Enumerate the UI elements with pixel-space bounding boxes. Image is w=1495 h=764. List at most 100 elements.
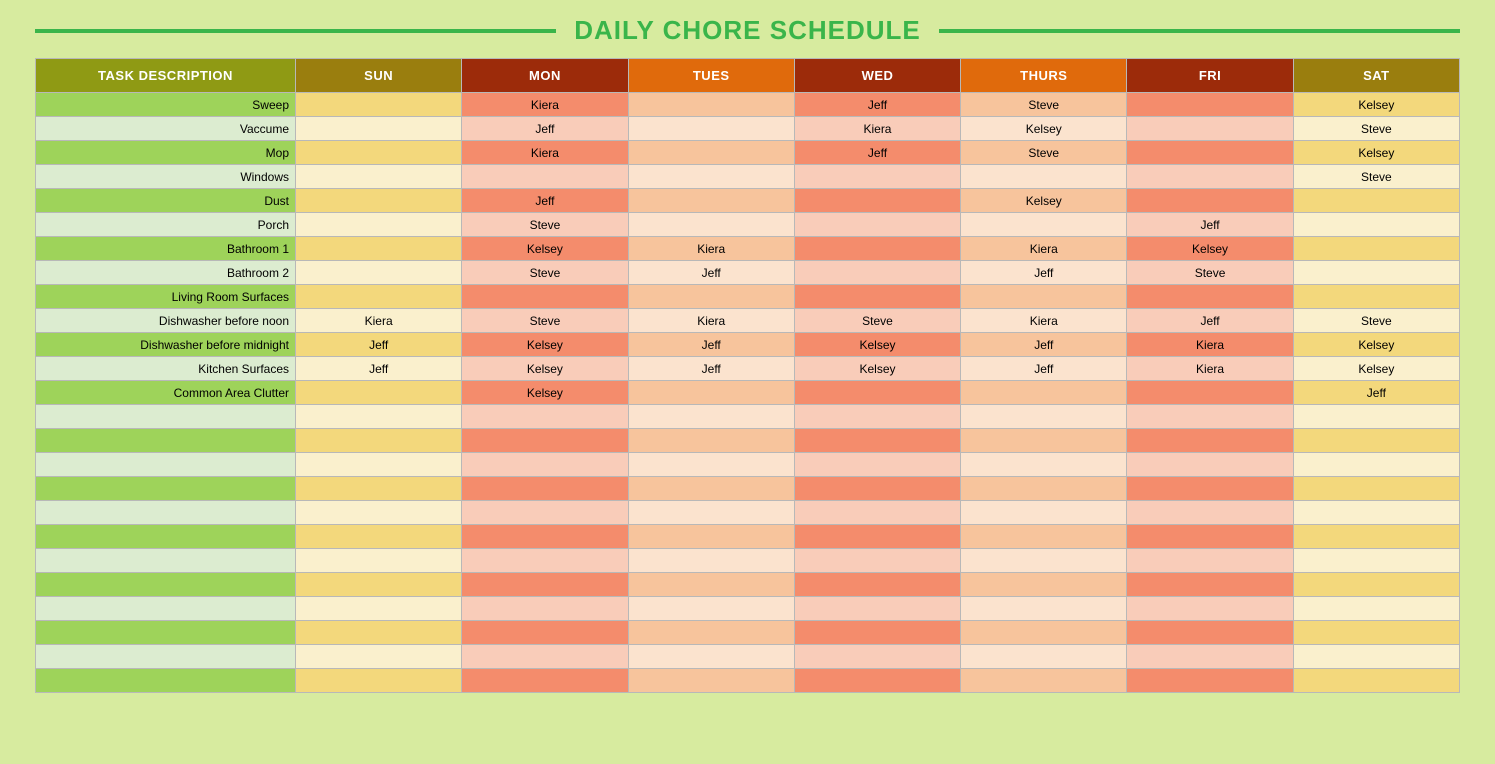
- title-rule-left: [35, 29, 556, 33]
- table-body: SweepKieraJeffSteveKelseyVaccumeJeffKier…: [36, 93, 1460, 693]
- cell-tues: [628, 573, 794, 597]
- cell-wed: [794, 477, 960, 501]
- cell-thurs: [961, 477, 1127, 501]
- cell-wed: [794, 165, 960, 189]
- cell-thurs: Kiera: [961, 309, 1127, 333]
- cell-sun: [296, 477, 462, 501]
- cell-sat: [1293, 261, 1459, 285]
- cell-thurs: Kelsey: [961, 189, 1127, 213]
- cell-sun: [296, 621, 462, 645]
- cell-fri: Kelsey: [1127, 237, 1293, 261]
- cell-tues: [628, 189, 794, 213]
- cell-wed: [794, 645, 960, 669]
- cell-wed: [794, 549, 960, 573]
- cell-tues: [628, 117, 794, 141]
- table-row: [36, 405, 1460, 429]
- cell-mon: [462, 597, 628, 621]
- table-row: Common Area ClutterKelseyJeff: [36, 381, 1460, 405]
- cell-thurs: Kelsey: [961, 117, 1127, 141]
- cell-mon: Kiera: [462, 93, 628, 117]
- cell-fri: [1127, 285, 1293, 309]
- col-header-wed: WED: [794, 59, 960, 93]
- table-row: WindowsSteve: [36, 165, 1460, 189]
- cell-fri: [1127, 381, 1293, 405]
- cell-fri: [1127, 477, 1293, 501]
- cell-wed: [794, 261, 960, 285]
- cell-task: [36, 525, 296, 549]
- cell-mon: [462, 165, 628, 189]
- cell-tues: Kiera: [628, 237, 794, 261]
- cell-sat: Steve: [1293, 309, 1459, 333]
- cell-tues: [628, 381, 794, 405]
- cell-task: Bathroom 1: [36, 237, 296, 261]
- cell-thurs: [961, 501, 1127, 525]
- table-row: [36, 621, 1460, 645]
- cell-thurs: [961, 573, 1127, 597]
- cell-sun: [296, 213, 462, 237]
- table-row: Dishwasher before midnightJeffKelseyJeff…: [36, 333, 1460, 357]
- title-bar: DAILY CHORE SCHEDULE: [35, 15, 1460, 46]
- cell-mon: [462, 501, 628, 525]
- table-row: Bathroom 1KelseyKieraKieraKelsey: [36, 237, 1460, 261]
- cell-fri: [1127, 117, 1293, 141]
- table-row: [36, 453, 1460, 477]
- cell-sat: [1293, 237, 1459, 261]
- cell-tues: [628, 141, 794, 165]
- cell-sat: [1293, 621, 1459, 645]
- cell-fri: [1127, 549, 1293, 573]
- cell-tues: [628, 669, 794, 693]
- cell-fri: [1127, 669, 1293, 693]
- cell-tues: [628, 429, 794, 453]
- cell-sun: Kiera: [296, 309, 462, 333]
- cell-task: [36, 429, 296, 453]
- cell-fri: [1127, 429, 1293, 453]
- cell-wed: [794, 213, 960, 237]
- cell-tues: Jeff: [628, 261, 794, 285]
- cell-sat: [1293, 669, 1459, 693]
- cell-thurs: [961, 453, 1127, 477]
- cell-fri: [1127, 525, 1293, 549]
- cell-task: [36, 501, 296, 525]
- cell-tues: Jeff: [628, 357, 794, 381]
- table-row: Bathroom 2SteveJeffJeffSteve: [36, 261, 1460, 285]
- table-row: [36, 477, 1460, 501]
- cell-fri: [1127, 501, 1293, 525]
- cell-sat: Kelsey: [1293, 141, 1459, 165]
- cell-task: Dishwasher before noon: [36, 309, 296, 333]
- cell-mon: [462, 525, 628, 549]
- cell-sun: [296, 669, 462, 693]
- cell-sat: Kelsey: [1293, 333, 1459, 357]
- cell-sat: [1293, 477, 1459, 501]
- cell-wed: [794, 597, 960, 621]
- cell-thurs: Steve: [961, 93, 1127, 117]
- cell-wed: [794, 405, 960, 429]
- cell-task: Dust: [36, 189, 296, 213]
- cell-mon: Kelsey: [462, 237, 628, 261]
- cell-tues: [628, 501, 794, 525]
- cell-fri: [1127, 597, 1293, 621]
- cell-thurs: [961, 621, 1127, 645]
- cell-sat: [1293, 285, 1459, 309]
- cell-fri: [1127, 573, 1293, 597]
- cell-sun: [296, 405, 462, 429]
- cell-sun: [296, 525, 462, 549]
- cell-thurs: Kiera: [961, 237, 1127, 261]
- cell-fri: Jeff: [1127, 309, 1293, 333]
- cell-sun: Jeff: [296, 357, 462, 381]
- page-title: DAILY CHORE SCHEDULE: [574, 15, 921, 46]
- cell-sat: [1293, 597, 1459, 621]
- cell-task: [36, 573, 296, 597]
- col-header-mon: MON: [462, 59, 628, 93]
- cell-task: [36, 645, 296, 669]
- cell-sun: [296, 141, 462, 165]
- cell-task: [36, 621, 296, 645]
- cell-task: [36, 453, 296, 477]
- cell-mon: Kelsey: [462, 357, 628, 381]
- col-header-sun: SUN: [296, 59, 462, 93]
- cell-task: Sweep: [36, 93, 296, 117]
- cell-wed: [794, 453, 960, 477]
- table-row: [36, 669, 1460, 693]
- chore-table: TASK DESCRIPTIONSUNMONTUESWEDTHURSFRISAT…: [35, 58, 1460, 693]
- cell-sat: [1293, 429, 1459, 453]
- cell-thurs: [961, 213, 1127, 237]
